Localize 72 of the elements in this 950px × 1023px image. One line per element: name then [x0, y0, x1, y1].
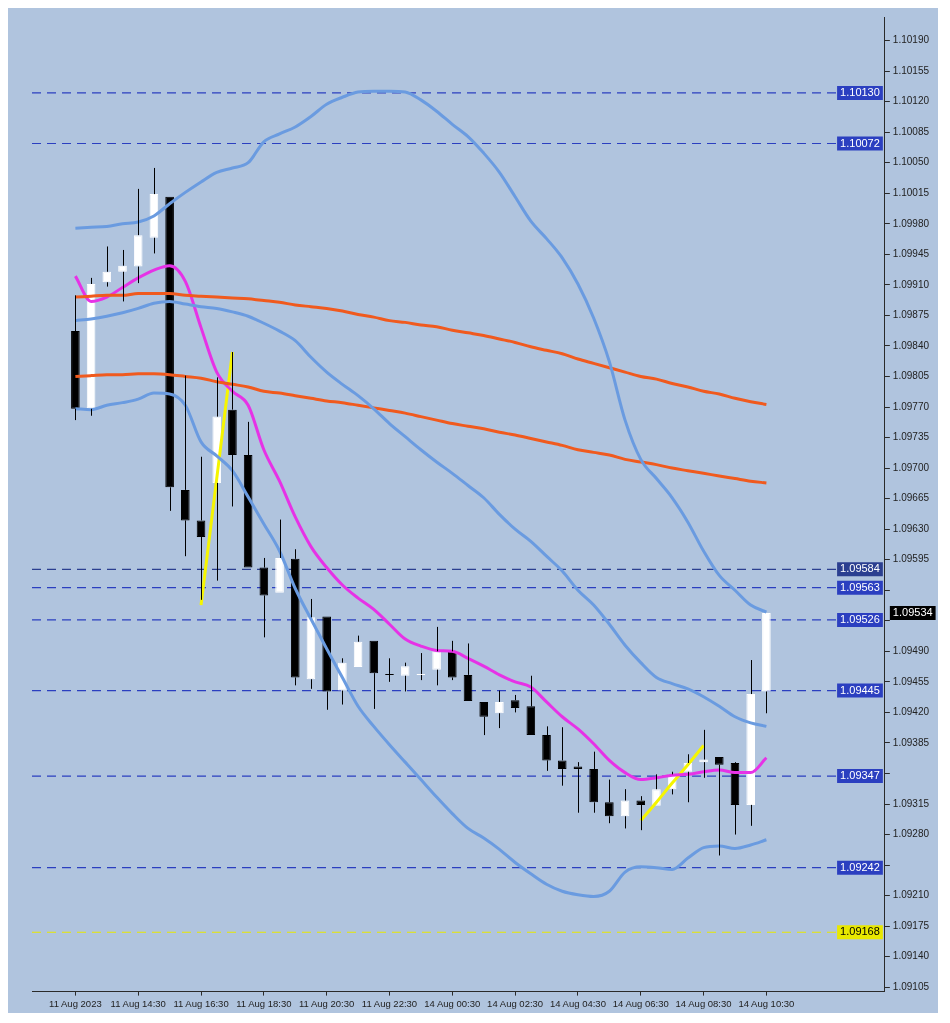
line-series [73, 292, 768, 406]
y-tick-label: 1.09595 [892, 553, 930, 565]
y-tick-label: 1.09770 [892, 400, 930, 412]
candlestick [746, 659, 756, 827]
y-tick-label: 1.09315 [892, 797, 930, 809]
x-tick-label: 14 Aug 08:30 [675, 997, 732, 1009]
candlestick [275, 519, 284, 593]
x-tick-label: 11 Aug 2023 [49, 997, 102, 1009]
y-tick-label: 1.09735 [892, 431, 930, 443]
line-series [73, 372, 768, 485]
x-tick-label: 14 Aug 06:30 [612, 997, 669, 1009]
candlestick [228, 351, 237, 507]
candlestick [196, 456, 206, 601]
y-tick-label: 1.10015 [892, 187, 930, 198]
ref-line-label: 1.10130 [840, 85, 880, 98]
candlestick [542, 725, 551, 772]
candlestick [181, 375, 190, 557]
y-tick-label: 1.10155 [892, 64, 930, 76]
y-tick-label: 1.09945 [892, 248, 930, 260]
x-tick-label: 11 Aug 20:30 [299, 997, 355, 1009]
ref-line-label: 1.09168 [840, 925, 880, 938]
ref-line-label: 1.10072 [840, 136, 880, 149]
y-tick-label: 1.09140 [892, 950, 930, 962]
line-series [73, 89, 768, 614]
candlestick [463, 642, 473, 702]
line-series [73, 391, 768, 898]
y-tick-label: 1.09910 [892, 278, 930, 290]
candlestick [369, 640, 379, 710]
y-tick-label: 1.09455 [892, 675, 930, 687]
y-tick-label: 1.09700 [892, 461, 930, 473]
y-tick-label: 1.10085 [892, 125, 930, 137]
x-tick-label: 11 Aug 18:30 [236, 997, 292, 1009]
y-tick-label: 1.09665 [892, 492, 930, 504]
candlestick [526, 675, 536, 736]
x-tick-label: 11 Aug 14:30 [110, 997, 166, 1009]
y-tick-label: 1.10050 [892, 156, 930, 168]
candlestick [573, 761, 583, 814]
y-tick-label: 1.09105 [892, 980, 930, 992]
y-tick-label: 1.10120 [892, 95, 930, 107]
x-tick-label: 11 Aug 16:30 [173, 997, 229, 1009]
y-tick-label: 1.09980 [892, 217, 930, 229]
y-tick-label: 1.10190 [892, 34, 930, 46]
y-tick-label: 1.09875 [892, 309, 930, 321]
ref-line-label: 1.09584 [840, 562, 880, 575]
candlestick [432, 626, 441, 686]
candlestick [290, 548, 300, 686]
y-tick-label: 1.09385 [892, 736, 930, 748]
ref-line-label: 1.09347 [840, 769, 880, 782]
text: 1.09534 [892, 605, 933, 618]
y-tick-label: 1.09280 [892, 828, 930, 840]
x-tick-label: 14 Aug 00:30 [424, 997, 481, 1009]
y-tick-label: 1.09175 [892, 919, 930, 931]
y-tick-label: 1.09630 [892, 522, 930, 534]
x-tick-label: 11 Aug 22:30 [361, 997, 418, 1009]
x-tick-label: 14 Aug 02:30 [487, 997, 544, 1009]
y-tick-label: 1.09420 [892, 706, 930, 718]
y-tick-label: 1.09840 [892, 339, 930, 351]
y-tick-label: 1.09490 [892, 645, 930, 657]
candlestick [447, 640, 457, 681]
y-tick-label: 1.09805 [892, 370, 930, 382]
ref-line-label: 1.09526 [840, 612, 880, 625]
candlestick [71, 294, 80, 421]
x-tick-label: 14 Aug 04:30 [549, 997, 606, 1009]
y-tick-label: 1.09210 [892, 889, 930, 901]
candlestick [133, 188, 143, 284]
line-series [73, 299, 768, 728]
candlestick [589, 751, 598, 814]
x-tick-label: 14 Aug 10:30 [738, 997, 795, 1009]
candlestick [510, 694, 520, 713]
ref-line-label: 1.09563 [840, 580, 880, 593]
ref-line-label: 1.09242 [840, 860, 880, 873]
ref-line-label: 1.09445 [840, 683, 880, 696]
